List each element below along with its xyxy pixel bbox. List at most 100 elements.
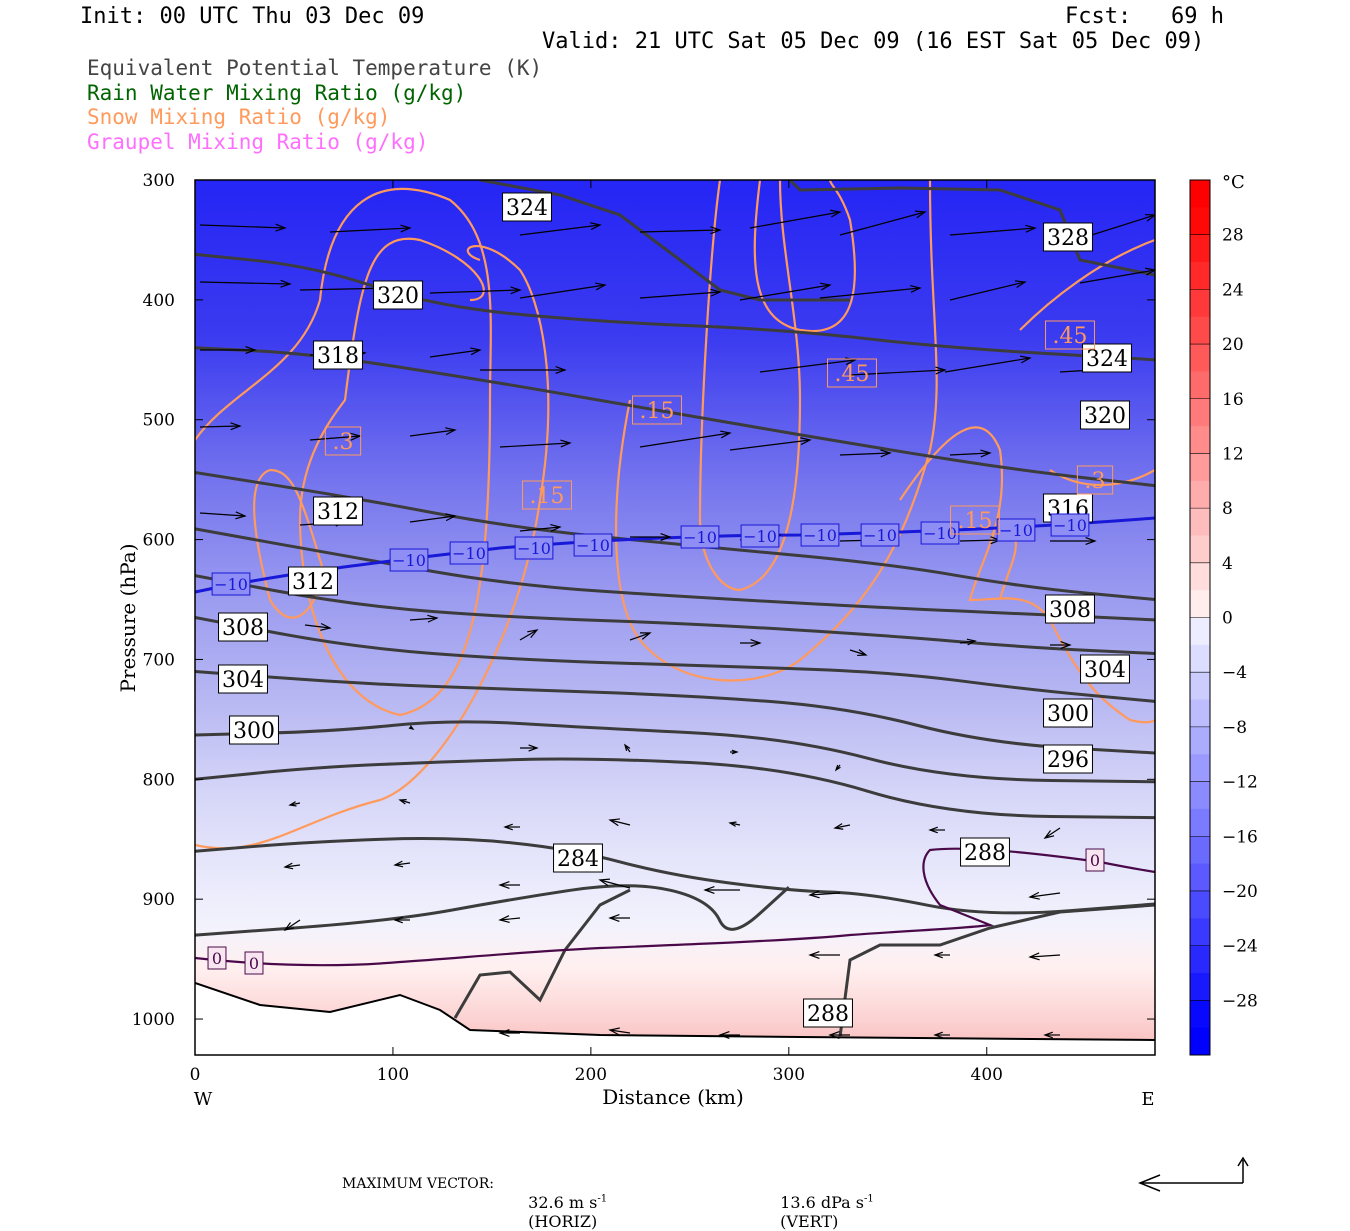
wind-vector [199, 422, 242, 431]
wind-vector-head [1043, 1031, 1053, 1039]
wind-vector-shaft [944, 357, 1031, 373]
theta-e-label: 320 [1080, 400, 1130, 430]
wind-vector [728, 821, 741, 827]
wind-vector-head [498, 881, 510, 889]
horiz-exponent: -1 [597, 1193, 608, 1205]
theta-e-label: 304 [1080, 654, 1130, 684]
theta-e-contour [195, 574, 1155, 655]
wind-vector-head [703, 886, 715, 894]
wind-vector [834, 764, 841, 772]
snow-contour [1019, 238, 1155, 331]
minus10-label: −10 [860, 523, 900, 547]
y-tick-label: 400 [143, 291, 175, 311]
wind-vector [718, 1031, 740, 1039]
wind-vector-shaft [759, 359, 856, 373]
snow-label-text: .45 [835, 362, 870, 387]
wind-vector [749, 209, 842, 229]
wind-vector-head [933, 951, 943, 959]
theta-e-label-text: 320 [377, 284, 419, 309]
colorbar-band [1190, 316, 1210, 345]
snow-contour [899, 426, 1155, 724]
wind-vector [398, 799, 411, 805]
wind-vector-shaft [394, 862, 411, 866]
minus10-label: −10 [680, 525, 720, 549]
wind-vector-head [280, 279, 292, 288]
wind-vector-head [1020, 355, 1032, 364]
wind-vector-shaft [429, 349, 481, 358]
wind-vector [199, 279, 292, 288]
colorbar-label: 0 [1222, 609, 1233, 629]
legend-theta-e: Equivalent Potential Temperature (K) [87, 56, 543, 80]
theta-e-label: 312 [288, 566, 338, 596]
colorbar-band [1190, 699, 1210, 728]
wind-vector [1043, 827, 1061, 839]
x-tick-label: 100 [377, 1065, 409, 1085]
wind-vector-shaft [499, 442, 571, 448]
wind-vector-head [398, 799, 407, 805]
wind-vector-shaft [519, 224, 601, 236]
colorbar-label: −28 [1222, 991, 1258, 1011]
wind-vector-shaft [839, 452, 891, 456]
colorbar-band [1190, 453, 1210, 482]
zero-label-box [244, 951, 264, 975]
theta-e-label: 300 [229, 715, 279, 745]
wind-vector [1079, 267, 1155, 284]
minus10-label-box [800, 523, 840, 547]
wind-vector-shaft [409, 429, 456, 437]
wind-vector-shaft [834, 824, 851, 829]
wind-vector-head [528, 744, 539, 752]
wind-vector [408, 725, 415, 730]
snow-label-box [632, 395, 682, 425]
wind-vector-head [710, 288, 722, 297]
minus10-label-text: −10 [214, 575, 248, 594]
minus10-label-text: −10 [1053, 516, 1087, 535]
colorbar-band [1190, 480, 1210, 509]
wind-vector-head [800, 437, 812, 446]
wind-vector [949, 224, 1037, 236]
wind-vector [1028, 891, 1061, 900]
wind-vector [849, 366, 947, 376]
wind-vector-shaft [949, 227, 1036, 236]
wind-vector [498, 915, 521, 924]
minus10-label: −10 [920, 521, 960, 545]
colorbar-label: −16 [1222, 827, 1258, 847]
wind-vector-head [608, 1027, 620, 1036]
wind-vector [608, 818, 631, 827]
wind-vector-head [731, 749, 739, 755]
wind-vector-head [933, 1031, 943, 1039]
colorbar-band [1190, 836, 1210, 865]
wind-vector-shaft [959, 539, 1001, 542]
theta-e-contour [788, 180, 1155, 277]
wind-vector [739, 282, 832, 301]
colorbar-label: 24 [1222, 280, 1244, 300]
wind-vector [703, 886, 740, 894]
wind-vector-head [595, 282, 607, 291]
wind-vector [393, 916, 410, 924]
forecast-hour: Fcst: 69 h [1065, 4, 1224, 29]
wind-vector [949, 449, 992, 458]
wind-vector-shaft [599, 879, 631, 889]
theta-e-label-box [313, 496, 363, 526]
wind-vector-shaft [199, 512, 246, 517]
colorbar-label: −12 [1222, 773, 1258, 793]
minus10-label: −10 [449, 541, 489, 565]
theta-e-label: 288 [803, 998, 853, 1028]
colorbar-band [1190, 863, 1210, 892]
snow-label: .15 [632, 395, 682, 425]
wind-vector-head [510, 286, 522, 295]
wind-vector-head [400, 224, 412, 233]
zero-label: 0 [244, 951, 264, 975]
wind-vector [283, 919, 301, 931]
theta-e-contour [195, 616, 1155, 703]
theta-e-label-text: 324 [506, 196, 548, 221]
theta-e-contour [195, 252, 1155, 362]
wind-vector-head [393, 860, 404, 868]
minus10-label: −10 [389, 548, 429, 572]
theta-e-label-box [218, 664, 268, 694]
x-tick-label: 200 [575, 1065, 607, 1085]
wind-vector-head [235, 511, 247, 520]
colorbar-band [1190, 562, 1210, 591]
wind-vector-head [834, 764, 841, 772]
vert-unit: (VERT) [780, 1212, 839, 1231]
wind-vector-shaft [284, 919, 301, 931]
